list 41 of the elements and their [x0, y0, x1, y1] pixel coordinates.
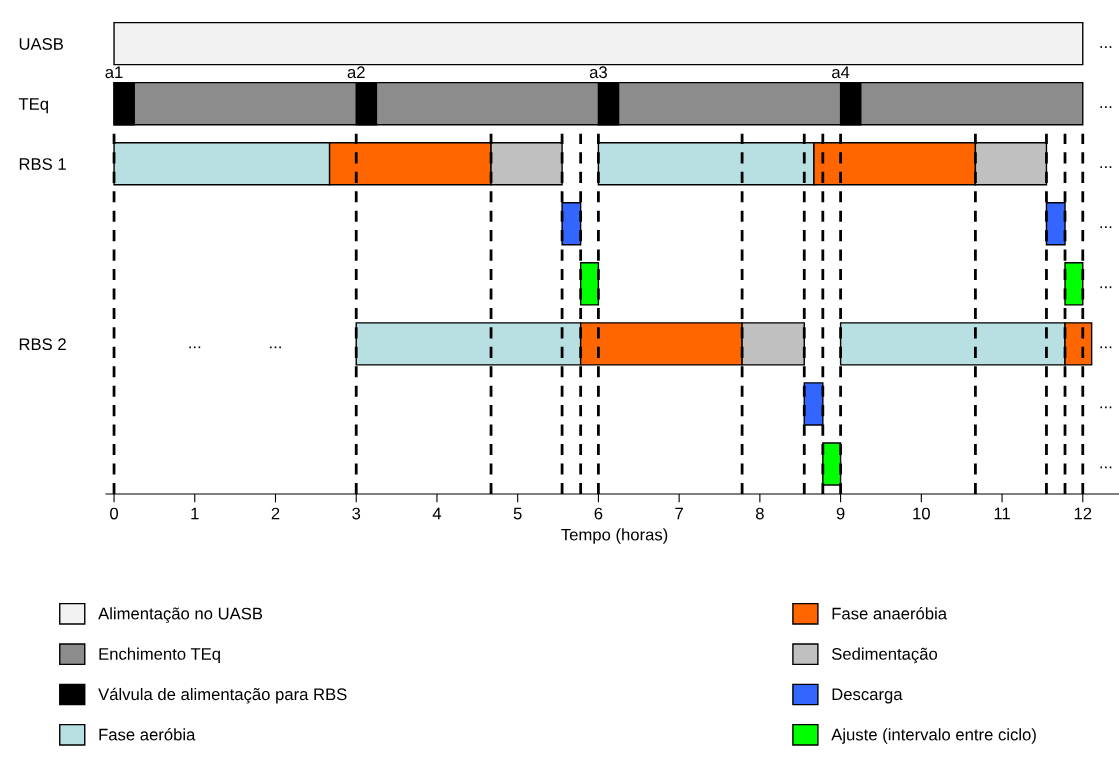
x-axis-title: Tempo (horas) [561, 528, 668, 544]
annotation: ... [1100, 466, 1112, 469]
x-tick-label: 9 [836, 507, 845, 520]
annotation: a4 [832, 66, 850, 79]
legend-label: Alimentação no UASB [98, 607, 263, 623]
annotation: ... [1100, 226, 1112, 229]
x-tick-label: 3 [352, 507, 361, 520]
legend-label: Enchimento TEq [99, 647, 220, 664]
x-tick-label: 7 [675, 507, 683, 520]
x-tick-label: 12 [1074, 507, 1092, 520]
x-tick-label: 1 [191, 507, 199, 520]
annotation: a1 [105, 66, 123, 79]
x-tick-label: 5 [513, 507, 522, 520]
bar [113, 21, 1084, 66]
annotation: ... [1100, 286, 1112, 289]
y-tick-label: TEq [18, 98, 48, 114]
x-tick-label: 8 [755, 507, 764, 520]
annotation: ... [1100, 406, 1112, 409]
x-tick-label: 10 [913, 507, 930, 520]
x-tick-label: 6 [594, 507, 603, 520]
legend-label: Válvula de alimentação para RBS [98, 687, 347, 704]
legend-label: Fase aeróbia [99, 728, 196, 741]
y-tick-label: UASB [19, 38, 63, 50]
y-tick-label: RBS 2 [19, 338, 66, 351]
y-tick-label: RBS 1 [19, 158, 66, 170]
legend-label: Ajuste (intervalo entre ciclo) [831, 728, 1036, 744]
annotation: ... [1100, 46, 1112, 48]
legend-label: Sedimentação [831, 647, 938, 664]
x-tick-label: 11 [994, 507, 1010, 520]
annotation: ... [270, 346, 281, 349]
annotation: ... [189, 346, 201, 349]
annotation: a3 [589, 66, 607, 79]
annotation: ... [1100, 106, 1112, 108]
x-tick-label: 0 [110, 507, 119, 520]
x-tick-label: 4 [432, 507, 442, 520]
legend-label: Fase anaeróbia [832, 607, 948, 620]
annotation: ... [1100, 346, 1112, 349]
annotation: ... [1100, 166, 1112, 169]
legend-label: Descarga [832, 688, 903, 704]
annotation: a2 [347, 66, 365, 79]
x-tick-label: 2 [271, 507, 280, 520]
